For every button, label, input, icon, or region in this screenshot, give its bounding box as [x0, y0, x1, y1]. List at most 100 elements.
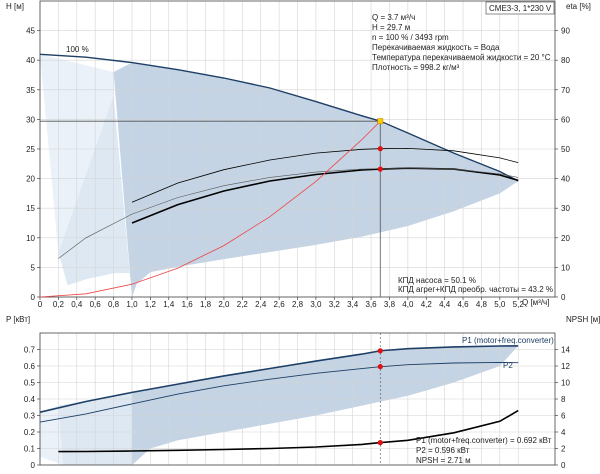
x-tick-label: 1,6 [182, 300, 194, 309]
bottom-grid [39, 333, 555, 466]
y-tick-label: 0 [31, 293, 36, 302]
y2-tick-label: 50 [561, 145, 570, 154]
y2-tick-label: 0 [561, 461, 566, 470]
x-tick-label: 2,0 [218, 300, 230, 309]
top-x-axis-label: Q [м³/ч] [522, 298, 549, 307]
duty-mark [377, 348, 383, 354]
x-tick-label: 3,4 [347, 300, 359, 309]
curve-npsh [58, 409, 519, 453]
y2-tick-label: 12 [561, 362, 570, 371]
curve-eta-pump [131, 147, 519, 203]
y2-tick-label: 80 [561, 56, 570, 65]
y-tick-label: 10 [26, 234, 35, 243]
y-tick-label: 40 [26, 56, 35, 65]
x-tick-label: 0,6 [90, 300, 102, 309]
duty-point-info: Q = 3.7 м³/ч H = 29.7 м n = 100 % / 3493… [372, 13, 551, 72]
p1-line-label: P1 (motor+freq.converter) [462, 336, 554, 345]
x-tick-label: 2,4 [255, 300, 267, 309]
y2-tick-label: 14 [561, 346, 570, 355]
curve-p2 [39, 361, 519, 423]
bottom-marks [377, 348, 383, 446]
info-line: NPSH = 2.71 м [416, 456, 471, 465]
info-line: P1 (motor+freq.converter) = 0.692 кВт [416, 436, 552, 445]
y2-tick-label: 60 [561, 115, 570, 124]
x-tick-label: 4,4 [439, 300, 451, 309]
y-tick-label: 0.1 [24, 445, 36, 454]
x-tick-label: 3,6 [366, 300, 378, 309]
y-tick-label: 0.5 [24, 379, 36, 388]
y-tick-label: 0.7 [24, 346, 36, 355]
duty-mark [377, 364, 383, 370]
x-tick-label: 2,2 [237, 300, 249, 309]
y2-tick-label: 30 [561, 204, 570, 213]
axis-ticks: 0 0,2 0,4 0,6 0,8 1,0 1,2 1,4 1,6 1,8 2,0 2,2 2,4 2,6… [24, 27, 571, 470]
y2-tick-label: 6 [561, 412, 566, 421]
y-tick-label: 0.2 [24, 428, 36, 437]
curve-eta-thin [58, 167, 519, 259]
info-line: КПД агрег+КПД преобр. частоты = 43.2 % [398, 285, 553, 294]
bottom-curves [39, 345, 519, 453]
y-tick-label: 35 [26, 86, 35, 95]
top-curves [39, 53, 519, 298]
info-line: Q = 3.7 м³/ч [372, 13, 415, 22]
y2-tick-label: 70 [561, 86, 570, 95]
bottom-y-axis-label: P [кВт] [6, 315, 30, 324]
x-tick-label: 0,8 [108, 300, 120, 309]
y2-tick-label: 4 [561, 428, 566, 437]
y-tick-label: 0.4 [24, 395, 36, 404]
curve-system [39, 120, 381, 298]
operating-point-mark [377, 118, 384, 125]
efficiency-info: КПД насоса = 50.1 % КПД агрег+КПД преобр… [398, 276, 553, 294]
y2-tick-label: 20 [561, 234, 570, 243]
x-tick-label: 1,0 [126, 300, 138, 309]
top-y2-axis-label: eta [%] [566, 2, 591, 11]
info-line: Перекачиваемая жидкость = Вода [372, 43, 500, 52]
x-tick-label: 3,8 [384, 300, 396, 309]
x-tick-label: 2,6 [274, 300, 286, 309]
region-light [58, 95, 151, 297]
x-tick-label: 4,2 [421, 300, 433, 309]
speed-curve-label: 100 % [66, 45, 89, 54]
duty-mark [377, 166, 383, 172]
power-info: P1 (motor+freq.converter) = 0.692 кВт P2… [416, 436, 552, 465]
y-tick-label: 20 [26, 175, 35, 184]
y2-tick-label: 0 [561, 293, 566, 302]
duty-mark [377, 146, 383, 152]
x-tick-label: 0,2 [53, 300, 65, 309]
y2-tick-label: 90 [561, 27, 570, 36]
x-tick-label: 5,0 [494, 300, 506, 309]
x-tick-label: 3,2 [329, 300, 341, 309]
p2-line-label: P2 [503, 361, 513, 370]
curve-p1-motor-freq-converter [39, 345, 519, 413]
curve-eta-total [131, 167, 519, 224]
info-line: P2 = 0.596 кВт [416, 446, 470, 455]
y-tick-label: 30 [26, 115, 35, 124]
y-tick-label: 5 [31, 263, 36, 272]
info-line: КПД насоса = 50.1 % [398, 276, 476, 285]
y-tick-label: 0 [31, 461, 36, 470]
title-box [485, 1, 555, 15]
top-y-axis-label-name: H [м] [6, 2, 24, 11]
x-tick-label: 4,8 [476, 300, 488, 309]
curve-h [39, 53, 519, 182]
y2-tick-label: 10 [561, 379, 570, 388]
y2-tick-label: 40 [561, 175, 570, 184]
y-tick-label: 0.3 [24, 412, 36, 421]
pump-model-title: CME3-3, 1*230 V [489, 4, 552, 13]
y2-tick-label: 2 [561, 445, 566, 454]
x-tick-label: 5,2 [513, 300, 525, 309]
duty-mark [377, 440, 383, 446]
info-line: H = 29.7 м [372, 23, 410, 32]
y2-tick-label: 10 [561, 263, 570, 272]
info-line: n = 100 % / 3493 rpm [372, 33, 449, 42]
x-tick-label: 2,8 [292, 300, 304, 309]
y-tick-label: 45 [26, 27, 35, 36]
x-tick-label: 1,2 [145, 300, 157, 309]
y-tick-label: 15 [26, 204, 35, 213]
top-marks [377, 118, 384, 172]
bottom-y2-axis-label: NPSH [м] [566, 315, 600, 324]
y-tick-label: 0.6 [24, 362, 36, 371]
region-lightest [40, 405, 63, 465]
y-tick-label: 25 [26, 145, 35, 154]
